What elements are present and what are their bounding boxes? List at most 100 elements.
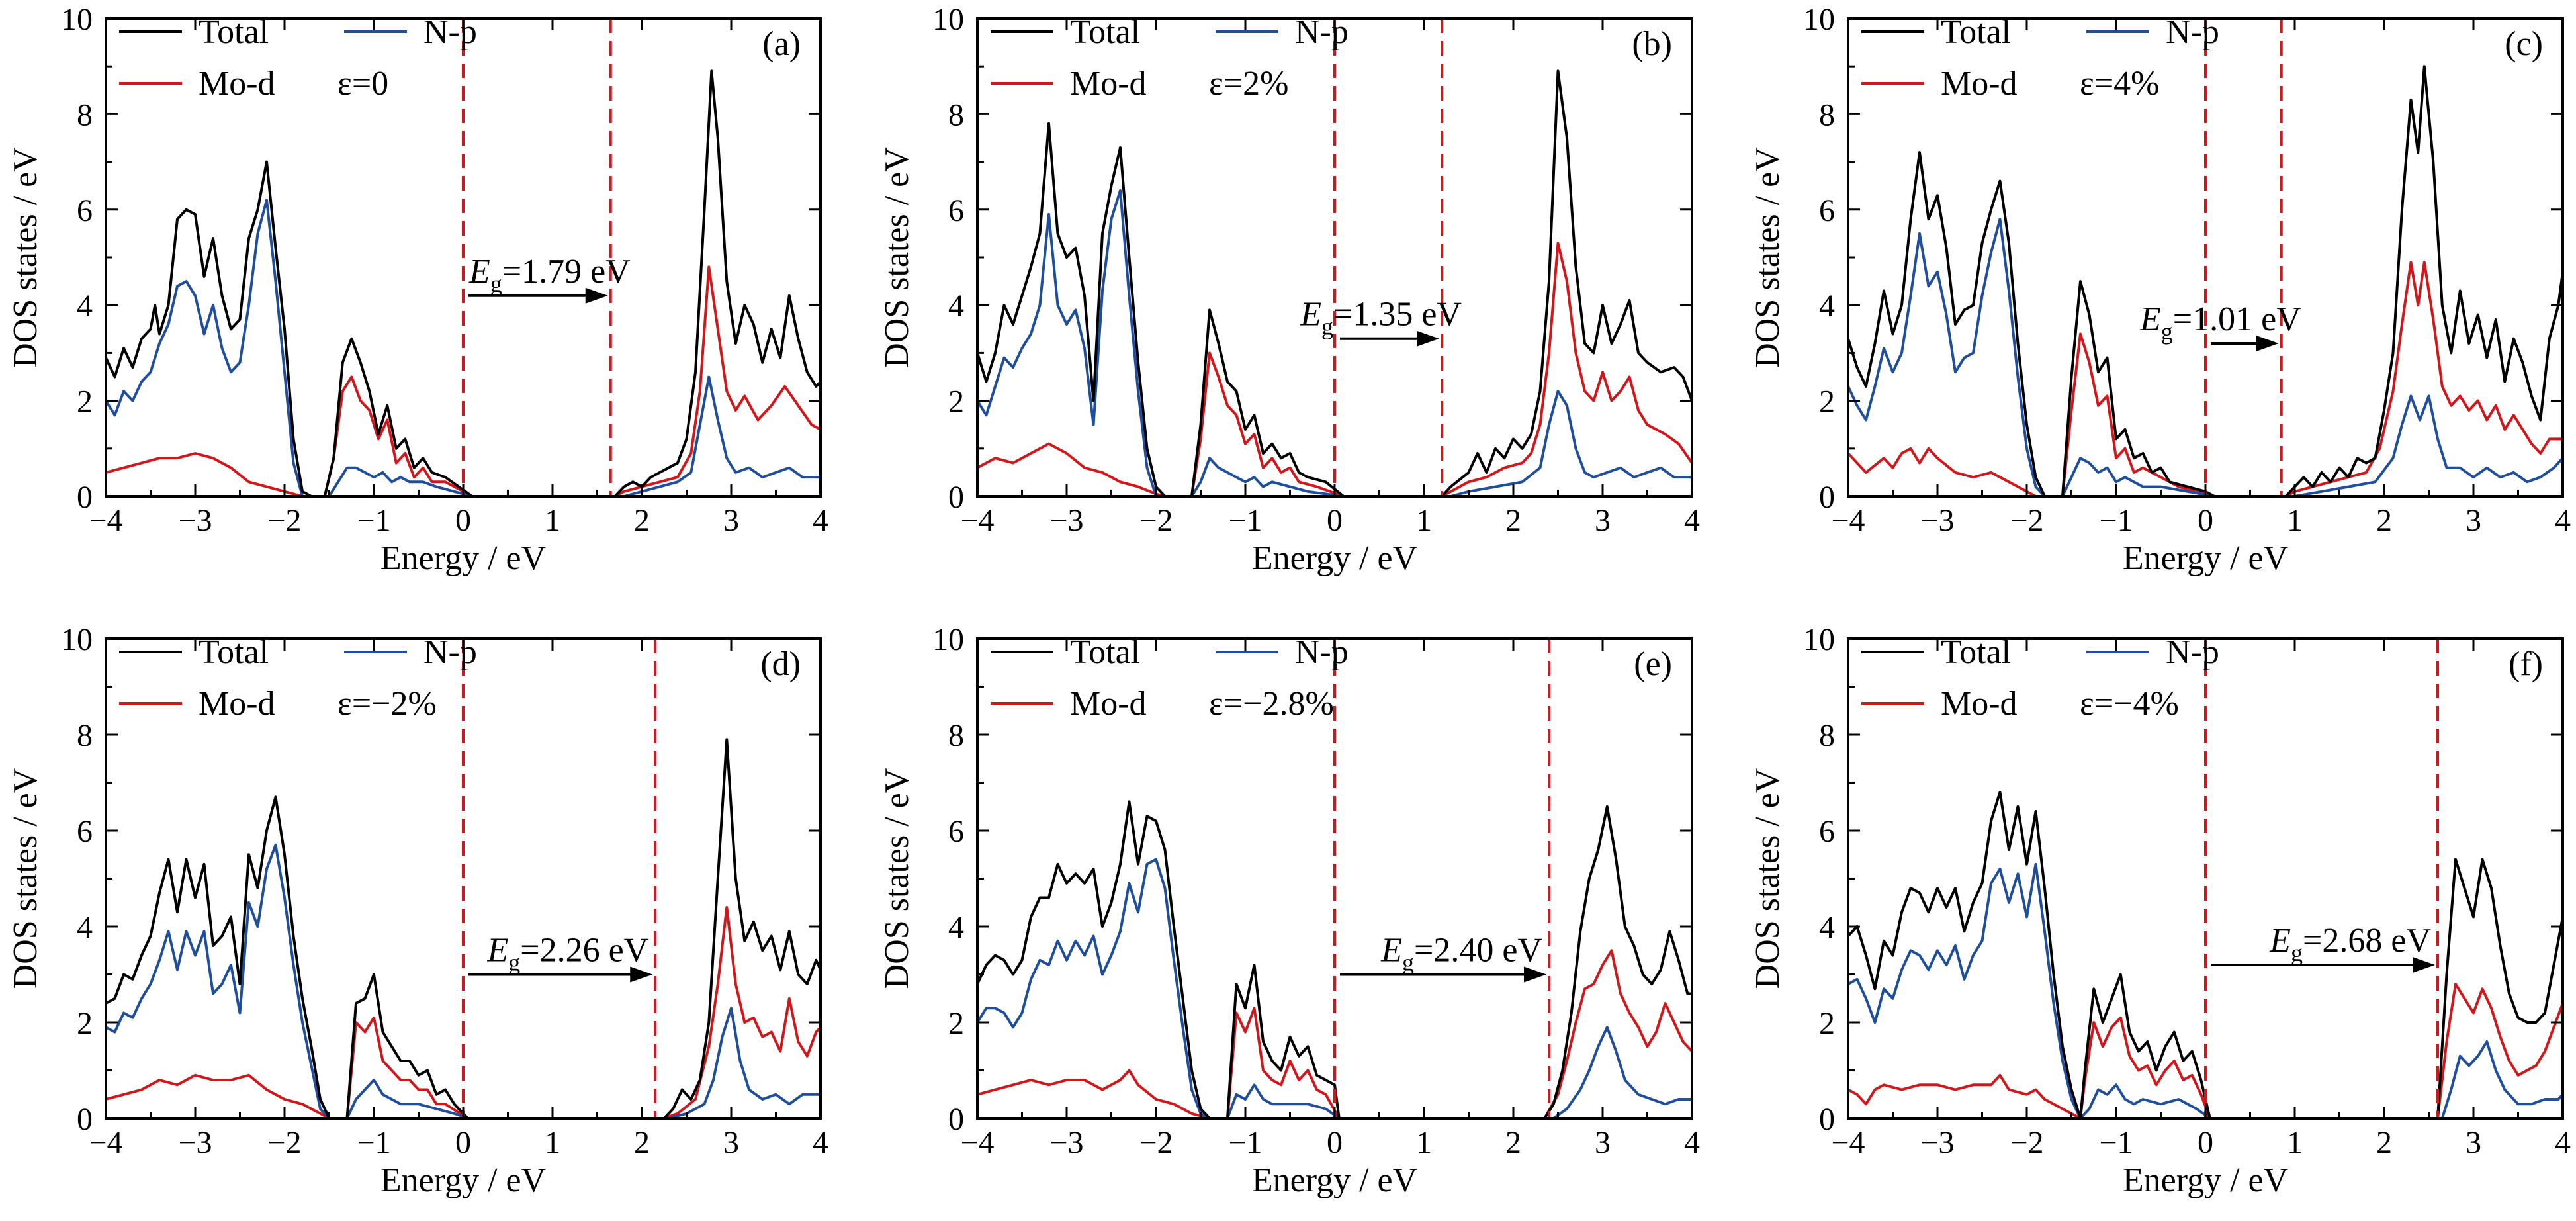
y-tick-label: 2 bbox=[1819, 384, 1835, 420]
y-tick-label: 2 bbox=[948, 384, 964, 420]
series-line-total bbox=[977, 69, 1692, 496]
y-tick-label: 10 bbox=[1803, 622, 1835, 657]
y-tick-label: 8 bbox=[77, 97, 93, 132]
dos-panel-d: Eg=2.26 eV −4 −3 −2 −1 0 1 2 3 4 0 2 4 6 8 10 Energy / e… bbox=[7, 622, 828, 1199]
series-line-mod bbox=[977, 242, 1692, 496]
y-tick-label: 8 bbox=[77, 718, 93, 753]
x-tick-label: 4 bbox=[1684, 1125, 1700, 1160]
legend-label-total: Total bbox=[1941, 633, 2011, 671]
y-tick-label: 6 bbox=[77, 814, 93, 849]
band-gap-label: Eg=2.68 eV bbox=[2269, 922, 2431, 966]
legend-label-mod: Mo-d bbox=[1941, 685, 2018, 723]
legend-label-total: Total bbox=[1070, 13, 1140, 51]
band-gap-label: Eg=1.35 eV bbox=[1300, 296, 1462, 340]
band-gap-value: =1.79 eV bbox=[502, 253, 631, 291]
y-tick-label: 2 bbox=[77, 1006, 93, 1041]
x-tick-label: −2 bbox=[267, 1125, 301, 1160]
x-tick-label: 4 bbox=[813, 503, 828, 538]
legend: Total N-p Mo-d ε=2% bbox=[991, 13, 1349, 103]
band-gap-symbol: E bbox=[487, 932, 509, 970]
legend-label-total: Total bbox=[199, 13, 269, 51]
dos-panel-b: Eg=1.35 eV −4 −3 −2 −1 0 1 2 3 4 0 2 4 6 8 10 Energy / e… bbox=[878, 2, 1700, 577]
legend: Total N-p Mo-d ε=0 bbox=[119, 13, 477, 103]
legend-label-mod: Mo-d bbox=[199, 65, 275, 103]
series-line-mod bbox=[106, 906, 821, 1118]
x-tick-label: 0 bbox=[1327, 1125, 1343, 1160]
series-line-total bbox=[106, 69, 821, 496]
y-tick-label: 10 bbox=[61, 622, 93, 657]
x-tick-label: −2 bbox=[1139, 1125, 1173, 1160]
gap-arrow-head bbox=[2256, 335, 2279, 351]
legend: Total N-p Mo-d ε=−2.8% bbox=[991, 633, 1349, 723]
legend: Total N-p Mo-d ε=−2% bbox=[119, 633, 477, 723]
band-gap-label: Eg=1.01 eV bbox=[2139, 300, 2301, 345]
y-tick-label: 10 bbox=[1803, 2, 1835, 37]
y-tick-label: 8 bbox=[1819, 97, 1835, 132]
gap-arrow-head bbox=[630, 966, 653, 983]
x-tick-label: 2 bbox=[2376, 1125, 2392, 1160]
series-line-total bbox=[977, 800, 1692, 1118]
strain-label: ε=−4% bbox=[2080, 685, 2179, 723]
y-tick-label: 2 bbox=[77, 384, 93, 420]
x-tick-label: 3 bbox=[1595, 1125, 1611, 1160]
panel-tag: (e) bbox=[1634, 645, 1672, 683]
x-tick-label: −3 bbox=[178, 503, 212, 538]
band-gap-label: Eg=2.26 eV bbox=[487, 932, 649, 976]
band-gap-symbol: E bbox=[468, 253, 490, 291]
x-tick-label: 2 bbox=[634, 503, 650, 538]
series-line-mod bbox=[1848, 983, 2563, 1118]
x-tick-label: −1 bbox=[357, 503, 390, 538]
legend-label-np: N-p bbox=[1295, 13, 1349, 51]
x-tick-label: 4 bbox=[2555, 1125, 2571, 1160]
strain-label: ε=2% bbox=[1209, 65, 1288, 103]
legend-label-mod: Mo-d bbox=[1941, 65, 2018, 103]
y-tick-label: 4 bbox=[948, 289, 964, 324]
series-line-mod bbox=[977, 949, 1692, 1118]
gap-arrow-head bbox=[1417, 330, 1439, 347]
x-tick-label: −2 bbox=[2010, 503, 2043, 538]
x-tick-label: −4 bbox=[89, 503, 122, 538]
gap-arrow-head bbox=[1524, 966, 1546, 983]
x-tick-label: 1 bbox=[2287, 503, 2303, 538]
series-line-total bbox=[1848, 65, 2563, 496]
y-axis-title: DOS states / eV bbox=[1749, 768, 1787, 989]
x-tick-label: −1 bbox=[1228, 1125, 1262, 1160]
x-tick-label: −2 bbox=[2010, 1125, 2043, 1160]
x-tick-label: −1 bbox=[357, 1125, 390, 1160]
x-tick-label: 0 bbox=[2198, 1125, 2213, 1160]
y-tick-label: 4 bbox=[1819, 289, 1835, 324]
band-gap-subscript: g bbox=[508, 950, 520, 976]
x-tick-label: 1 bbox=[1416, 503, 1432, 538]
x-tick-label: −1 bbox=[2099, 1125, 2133, 1160]
legend-label-total: Total bbox=[1941, 13, 2011, 51]
band-gap-symbol: E bbox=[2139, 300, 2161, 338]
y-tick-label: 8 bbox=[1819, 718, 1835, 753]
x-axis-title: Energy / eV bbox=[2123, 1161, 2288, 1199]
panel-tag: (b) bbox=[1632, 25, 1672, 63]
y-tick-label: 4 bbox=[948, 910, 964, 945]
x-tick-label: −2 bbox=[267, 503, 301, 538]
y-tick-label: 0 bbox=[948, 1102, 964, 1137]
strain-label: ε=4% bbox=[2080, 65, 2159, 103]
legend: Total N-p Mo-d ε=4% bbox=[1861, 13, 2219, 103]
y-tick-label: 4 bbox=[1819, 910, 1835, 945]
legend-label-np: N-p bbox=[2166, 633, 2219, 671]
y-tick-label: 0 bbox=[1819, 1102, 1835, 1137]
y-tick-label: 4 bbox=[77, 910, 93, 945]
y-tick-label: 6 bbox=[1819, 193, 1835, 228]
x-tick-label: −4 bbox=[89, 1125, 122, 1160]
y-tick-label: 10 bbox=[932, 622, 964, 657]
series-line-np bbox=[106, 843, 821, 1118]
y-tick-label: 0 bbox=[77, 480, 93, 515]
x-tick-label: 1 bbox=[1416, 1125, 1432, 1160]
band-gap-subscript: g bbox=[2161, 318, 2173, 345]
legend-label-mod: Mo-d bbox=[199, 685, 275, 723]
x-axis-title: Energy / eV bbox=[380, 539, 546, 577]
band-gap-label: Eg=1.79 eV bbox=[468, 253, 631, 297]
legend-label-mod: Mo-d bbox=[1070, 65, 1147, 103]
y-axis-title: DOS states / eV bbox=[7, 768, 44, 989]
y-tick-label: 0 bbox=[1819, 480, 1835, 515]
series-line-total bbox=[1848, 791, 2563, 1118]
series-line-np bbox=[1848, 862, 2563, 1118]
